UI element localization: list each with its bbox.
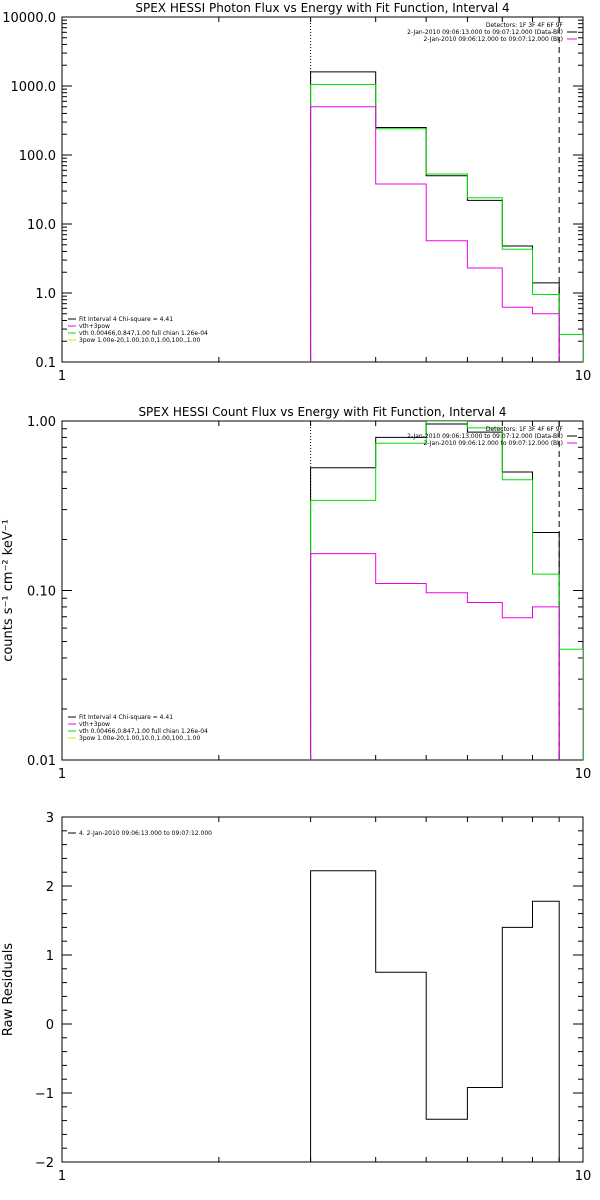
x-tick-label: 10: [575, 767, 592, 782]
y-tick-label: 1.00: [27, 415, 56, 430]
histogram-series: [310, 870, 560, 1162]
legend-left: 4. 2-Jan-2010 09:06:13.000 to 09:07:12.0…: [68, 830, 212, 837]
y-tick-label: 0: [46, 1018, 54, 1033]
legend-text: 2-Jan-2010 09:06:13.000 to 09:07:12.000 …: [407, 433, 563, 440]
legend-text: Detectors: 1F 3F 4F 6F 9F: [486, 22, 564, 29]
y-tick-label: −1: [35, 1087, 54, 1102]
histogram-series: [310, 553, 560, 760]
x-tick-label: 1: [58, 1169, 66, 1184]
legend-text: 2-Jan-2010 09:06:12.000 to 09:07:12.000 …: [423, 440, 563, 447]
legend-text: vth+3pow: [79, 721, 110, 728]
legend-text: vth 0.00466,0.847,1.00 full chian 1.26e-…: [79, 330, 208, 337]
x-tick-label: 1: [58, 369, 66, 384]
legend-text: 3pow 1.00e-20,1.00,10.0,1.00,100.,1.00: [79, 337, 200, 344]
legend-text: 2-Jan-2010 09:06:13.000 to 09:07:12.000 …: [407, 29, 563, 36]
y-axis-label: Raw Residuals: [1, 943, 16, 1036]
legend-right: Detectors: 1F 3F 4F 6F 9F2-Jan-2010 09:0…: [407, 426, 577, 447]
y-tick-label: 0.01: [27, 754, 56, 769]
legend-right: Detectors: 1F 3F 4F 6F 9F2-Jan-2010 09:0…: [407, 22, 577, 43]
legend-text: 3pow 1.00e-20,1.00,10.0,1.00,100.,1.00: [79, 735, 200, 742]
y-tick-label: 1000.0: [11, 80, 57, 95]
legend-text: Detectors: 1F 3F 4F 6F 9F: [486, 426, 564, 433]
y-tick-label: 2: [46, 880, 54, 895]
y-tick-label: 100.0: [19, 149, 56, 164]
plot-frame: [61, 816, 584, 1163]
count-flux-panel: SPEX HESSI Count Flux vs Energy with Fit…: [1, 405, 591, 782]
legend-text: 2-Jan-2010 09:06:12.000 to 09:07:12.000 …: [423, 36, 563, 43]
photon-flux-panel: SPEX HESSI Photon Flux vs Energy with Fi…: [2, 1, 591, 384]
legend-text: vth 0.00466,0.847,1.00 full chian 1.26e-…: [79, 728, 208, 735]
y-tick-label: 1: [46, 949, 54, 964]
y-axis-label: counts s⁻¹ cm⁻² keV⁻¹: [1, 519, 16, 662]
residuals-panel: 1 10 −2 −1 0 1 2 3 Raw Residuals 4. 2-Jan-2010 09…: [1, 811, 591, 1184]
y-tick-label: 0.1: [35, 356, 56, 371]
y-tick-label: 0.10: [27, 585, 56, 600]
plot-area: [310, 17, 583, 362]
legend-text: 4. 2-Jan-2010 09:06:13.000 to 09:07:12.0…: [79, 830, 212, 837]
histogram-series: [310, 106, 560, 362]
plot-frame: [61, 16, 584, 363]
histogram-series: [310, 421, 583, 760]
y-tick-label: 10000.0: [2, 11, 56, 26]
legend-left: Fit Interval 4 Chi-square = 4.41vth+3pow…: [68, 316, 208, 344]
y-tick-label: 3: [46, 811, 54, 826]
x-tick-label: 1: [58, 767, 66, 782]
x-tick-label: 10: [575, 1169, 592, 1184]
chart-title: SPEX HESSI Photon Flux vs Energy with Fi…: [135, 1, 509, 15]
histogram-series: [310, 423, 560, 760]
chart-title: SPEX HESSI Count Flux vs Energy with Fit…: [138, 405, 506, 419]
legend-left: Fit Interval 4 Chi-square = 4.41vth+3pow…: [68, 714, 208, 742]
legend-text: Fit Interval 4 Chi-square = 4.41: [79, 714, 173, 721]
y-tick-label: 1.0: [35, 287, 56, 302]
legend-text: Fit Interval 4 Chi-square = 4.41: [79, 316, 173, 323]
y-tick-label: −2: [35, 1156, 54, 1171]
plot-area: [310, 421, 583, 760]
legend-text: vth+3pow: [79, 323, 110, 330]
histogram-series: [310, 71, 560, 362]
histogram-series: [310, 84, 583, 362]
y-tick-label: 10.0: [27, 218, 56, 233]
x-tick-label: 10: [575, 369, 592, 384]
plot-area: [310, 870, 560, 1162]
